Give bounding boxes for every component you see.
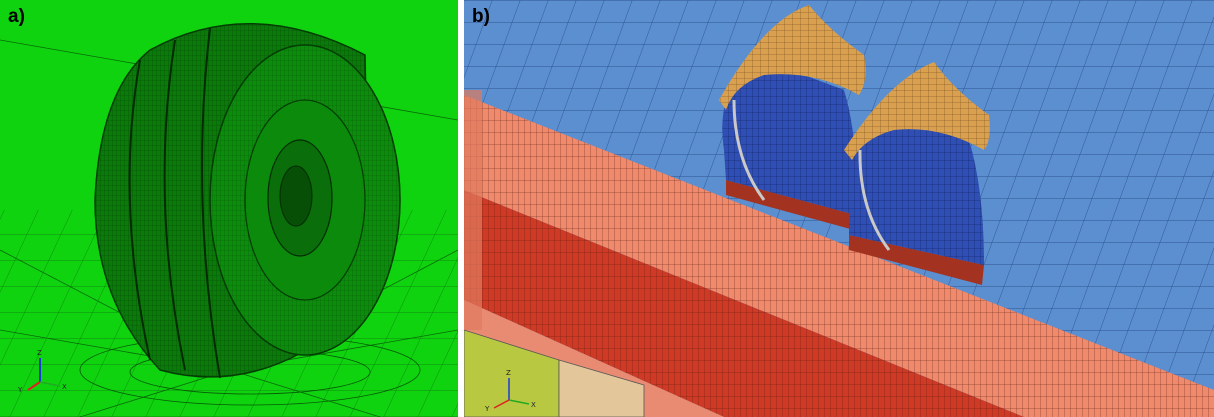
axes-triad-icon: Z X Y xyxy=(17,349,67,394)
base-block-yellow xyxy=(464,329,560,417)
axis-z-label-b: Z xyxy=(506,369,511,377)
panel-b-label: b) xyxy=(472,6,490,27)
panel-a-label: a) xyxy=(8,6,25,27)
panel-b-dual-tire-mesh: b) xyxy=(464,0,1214,417)
panel-a-tire-mesh: a) xyxy=(0,0,458,417)
tire-mesh xyxy=(94,23,401,379)
axis-y-label: Y xyxy=(17,386,23,394)
tire-right xyxy=(844,62,990,285)
axes-triad-icon-b: Z X Y xyxy=(484,369,536,413)
dual-tire-soil-mesh-illustration: Z X Y xyxy=(464,0,1214,417)
tire-left xyxy=(719,5,866,230)
axis-x-label-b: X xyxy=(531,401,536,409)
axis-y-label-b: Y xyxy=(484,405,490,413)
axis-x-label: X xyxy=(62,383,67,391)
tire-ground-mesh-illustration: Z X Y xyxy=(0,23,458,417)
axis-z-label: Z xyxy=(37,349,42,357)
